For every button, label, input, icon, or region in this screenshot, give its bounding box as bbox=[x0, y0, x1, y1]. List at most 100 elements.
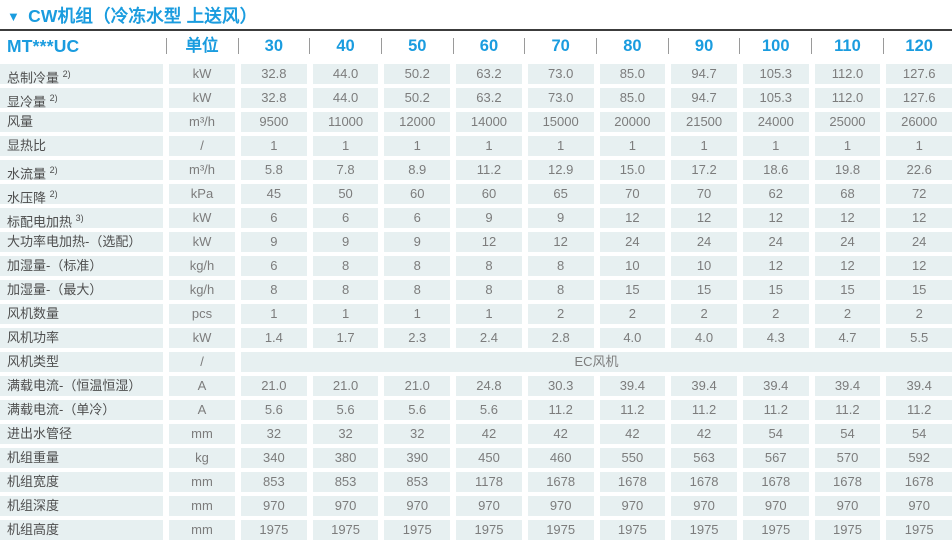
value-cell: 12 bbox=[886, 256, 952, 276]
value-cell: 11.2 bbox=[671, 400, 737, 420]
value-cell: 8 bbox=[527, 256, 594, 276]
value-cell: 1975 bbox=[241, 520, 307, 540]
value-cell: 9500 bbox=[241, 112, 307, 132]
value-cell: 2 bbox=[742, 304, 809, 324]
row-unit: kg/h bbox=[169, 280, 235, 300]
model-header: MT***UC bbox=[7, 35, 80, 56]
value-cell: 1 bbox=[456, 304, 522, 324]
footnote-marker: 2) bbox=[49, 189, 58, 199]
value-cell: 1.7 bbox=[312, 328, 379, 348]
value-cell: 5.6 bbox=[384, 400, 451, 420]
value-cell: 6 bbox=[241, 256, 307, 276]
value-cell: 1 bbox=[456, 136, 522, 156]
value-cell: 970 bbox=[527, 496, 594, 516]
value-cell: 5.8 bbox=[241, 160, 307, 180]
table-row: 风机数量 pcs 1 1 1 1 2 2 2 2 2 2 bbox=[0, 304, 952, 324]
value-cell: 592 bbox=[886, 448, 952, 468]
row-unit: kW bbox=[169, 88, 235, 108]
column-header-60: 60 bbox=[452, 32, 522, 60]
value-cell: 60 bbox=[384, 184, 451, 204]
value-cell: 94.7 bbox=[671, 64, 737, 84]
value-cell: 1678 bbox=[814, 472, 881, 492]
value-cell: 15 bbox=[886, 280, 952, 300]
table-row: 风机功率 kW 1.4 1.7 2.3 2.4 2.8 4.0 4.0 4.3 4.7 5.5 bbox=[0, 328, 952, 348]
value-cell: 5.6 bbox=[456, 400, 522, 420]
value-cell: 390 bbox=[384, 448, 451, 468]
value-cell: 18.6 bbox=[742, 160, 809, 180]
value-cell: 42 bbox=[527, 424, 594, 444]
table-row: 机组深度 mm 970 970 970 970 970 970 970 970 970 970 bbox=[0, 496, 952, 516]
value-cell: 62 bbox=[742, 184, 809, 204]
table-row: 机组高度 mm 1975 1975 1975 1975 1975 1975 1975 1975 19… bbox=[0, 520, 952, 540]
value-cell: 68 bbox=[814, 184, 881, 204]
row-unit: pcs bbox=[169, 304, 235, 324]
value-cell: 32 bbox=[384, 424, 451, 444]
table-row: 风机类型 / EC风机 bbox=[0, 352, 952, 372]
row-label: 风机功率 bbox=[0, 328, 163, 348]
value-cell: 970 bbox=[599, 496, 666, 516]
value-cell: 15 bbox=[671, 280, 737, 300]
value-cell: 12 bbox=[814, 256, 881, 276]
value-cell: 11.2 bbox=[742, 400, 809, 420]
value-cell: 1 bbox=[886, 136, 952, 156]
value-cell: 39.4 bbox=[599, 376, 666, 396]
unit-header: 单位 bbox=[165, 32, 235, 60]
column-header-40: 40 bbox=[309, 32, 379, 60]
value-cell: 853 bbox=[312, 472, 379, 492]
value-cell: 1975 bbox=[814, 520, 881, 540]
value-cell: 1 bbox=[241, 136, 307, 156]
value-cell: 12 bbox=[456, 232, 522, 252]
value-cell: 9 bbox=[241, 232, 307, 252]
value-cell: 63.2 bbox=[456, 64, 522, 84]
value-cell: 63.2 bbox=[456, 88, 522, 108]
value-cell: 1 bbox=[599, 136, 666, 156]
value-cell: 32.8 bbox=[241, 88, 307, 108]
value-cell: 11.2 bbox=[527, 400, 594, 420]
value-cell: 73.0 bbox=[527, 88, 594, 108]
column-header-50: 50 bbox=[380, 32, 450, 60]
value-cell: 970 bbox=[742, 496, 809, 516]
value-cell: 32.8 bbox=[241, 64, 307, 84]
value-cell: 8 bbox=[456, 256, 522, 276]
value-cell: 24.8 bbox=[456, 376, 522, 396]
value-cell: 1678 bbox=[742, 472, 809, 492]
value-cell: 1 bbox=[742, 136, 809, 156]
value-cell: 2 bbox=[886, 304, 952, 324]
value-cell: 853 bbox=[384, 472, 451, 492]
value-cell: 450 bbox=[456, 448, 522, 468]
table-row: 进出水管径 mm 32 32 32 42 42 42 42 54 54 54 bbox=[0, 424, 952, 444]
row-unit: mm bbox=[169, 472, 235, 492]
value-cell: 11000 bbox=[312, 112, 379, 132]
row-unit: kW bbox=[169, 328, 235, 348]
value-cell: 50 bbox=[312, 184, 379, 204]
value-cell: 15 bbox=[814, 280, 881, 300]
value-cell: 11.2 bbox=[599, 400, 666, 420]
value-cell: 5.5 bbox=[886, 328, 952, 348]
value-cell: 970 bbox=[384, 496, 451, 516]
row-label: 风机类型 bbox=[0, 352, 163, 372]
value-cell: 1975 bbox=[742, 520, 809, 540]
row-unit: kg/h bbox=[169, 256, 235, 276]
value-cell: 10 bbox=[599, 256, 666, 276]
value-cell: 1 bbox=[671, 136, 737, 156]
value-cell: 12000 bbox=[384, 112, 451, 132]
value-cell: 1975 bbox=[384, 520, 451, 540]
row-label: 风量 bbox=[0, 112, 163, 132]
value-cell: 1678 bbox=[599, 472, 666, 492]
value-cell: 42 bbox=[456, 424, 522, 444]
value-cell: 42 bbox=[671, 424, 737, 444]
column-header-120: 120 bbox=[882, 32, 952, 60]
row-unit: / bbox=[169, 352, 235, 372]
value-cell: 30.3 bbox=[527, 376, 594, 396]
table-row: 加湿量-（标准） kg/h 6 8 8 8 8 10 10 12 12 12 bbox=[0, 256, 952, 276]
value-cell: 54 bbox=[742, 424, 809, 444]
value-cell: 15.0 bbox=[599, 160, 666, 180]
row-unit: m³/h bbox=[169, 112, 235, 132]
row-unit: kg bbox=[169, 448, 235, 468]
value-cell: 60 bbox=[456, 184, 522, 204]
column-header-100: 100 bbox=[739, 32, 809, 60]
value-cell: 39.4 bbox=[814, 376, 881, 396]
table-row: 加湿量-（最大） kg/h 8 8 8 8 8 15 15 15 15 15 bbox=[0, 280, 952, 300]
row-label: 水压降 2) bbox=[0, 184, 163, 204]
column-header-90: 90 bbox=[667, 32, 737, 60]
